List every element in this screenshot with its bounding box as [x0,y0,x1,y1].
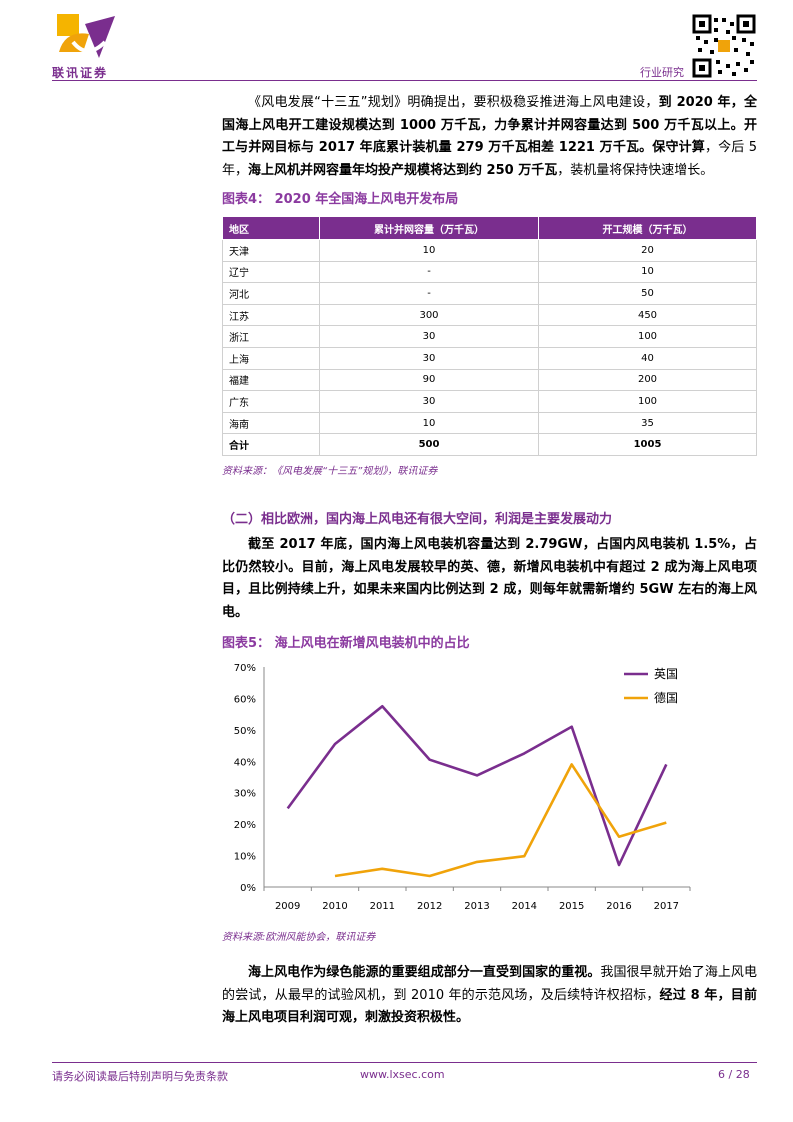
intro-paragraph: 《风电发展“十三五”规划》明确提出，要积极稳妥推进海上风电建设，到 2020 年… [222,92,757,182]
col-header-region: 地区 [222,216,320,240]
x-tick-label: 2009 [275,901,300,912]
table-row: 浙江 30 100 [222,325,757,348]
footer-website[interactable]: www.lxsec.com [360,1068,445,1081]
y-tick-label: 0% [240,883,256,894]
figure4-title: 图表4： 2020 年全国海上风电开发布局 [222,192,459,207]
cell-construction-scale: 40 [538,346,757,370]
y-tick-label: 50% [234,726,256,737]
x-tick-label: 2015 [559,901,584,912]
line-chart-svg: 0% 10% 20% 30% 40% 50% 60% 70% 2009 2010 2011 2012 2… [234,663,691,912]
cell-construction-scale: 10 [538,260,757,284]
intro-text-2: ，今后 5 年， [222,140,757,178]
cell-region: 江苏 [222,303,320,327]
cell-region: 广东 [222,390,320,413]
cell-total-grid-capacity: 500 [319,433,539,456]
table-row: 上海 30 40 [222,346,757,370]
cell-construction-scale: 35 [538,411,757,435]
closing-paragraph: 海上风电作为绿色能源的重要组成部分一直受到国家的重视。我国很早就开始了海上风电的… [222,962,757,1030]
intro-bold-1: 到 2020 年，全国海上风电开工建设规模达到 1000 万千瓦，力争累计并网容… [222,95,757,155]
x-tick-label: 2014 [512,901,537,912]
x-tick-label: 2011 [370,901,395,912]
table-row: 天津 10 20 [222,239,757,262]
company-logo [55,12,123,62]
y-tick-label: 30% [234,789,256,800]
table-header-row: 地区 累计并网容量（万千瓦） 开工规模（万千瓦） [222,216,757,240]
table-row: 辽宁 -10 [222,260,757,284]
cell-region: 天津 [222,239,320,262]
header-divider [52,80,757,81]
table-row: 河北 -50 [222,282,757,305]
cell-grid-capacity: 30 [319,346,539,370]
table-row: 福建 90 200 [222,368,757,392]
cell-construction-scale: 100 [538,325,757,348]
section-paragraph-text: 截至 2017 年底，国内海上风电装机容量达到 2.79GW，占国内风电装机 1… [222,537,757,620]
footer-disclaimer[interactable]: 请务必阅读最后特别声明与免责条款 [52,1070,228,1083]
cell-grid-capacity: 30 [319,325,539,348]
cell-grid-capacity: 300 [319,303,539,327]
legend-label-uk: 英国 [654,667,678,681]
figure4-table-wrap: 地区 累计并网容量（万千瓦） 开工规模（万千瓦） 天津 10 20 辽宁 -10 河北… [222,216,757,456]
cell-region: 福建 [222,368,320,392]
figure5-source: 资料来源:欧洲风能协会，联讯证券 [222,932,376,943]
col-header-grid-capacity: 累计并网容量（万千瓦） [319,216,539,240]
cell-region: 上海 [222,346,320,370]
table-row: 海南 10 35 [222,411,757,435]
section-heading: （二）相比欧洲，国内海上风电还有很大空间，利润是主要发展动力 [222,512,613,527]
report-category: 行业研究 [640,66,684,79]
intro-text-1: 《风电发展“十三五”规划》明确提出，要积极稳妥推进海上风电建设， [248,95,659,110]
x-tick-label: 2017 [654,901,679,912]
cell-construction-scale: 50 [538,282,757,305]
footer-divider [52,1062,757,1063]
closing-text-1: 我国很早就开始了海上风电的尝试，从最早的试验风机，到 2010 年的示范风场，及… [222,965,757,1003]
cell-region: 辽宁 [222,260,320,284]
cell-grid-capacity: - [319,260,539,284]
figure4-source: 资料来源：《风电发展“十三五”规划》，联讯证券 [222,466,438,477]
intro-text-3: ，装机量将保持快速增长。 [557,162,714,178]
layout-table: 地区 累计并网容量（万千瓦） 开工规模（万千瓦） 天津 10 20 辽宁 -10 河北… [222,216,757,456]
y-tick-label: 20% [234,820,256,831]
y-tick-label: 60% [234,694,256,705]
y-tick-label: 40% [234,757,256,768]
cell-grid-capacity: 30 [319,390,539,413]
cell-construction-scale: 450 [538,303,757,327]
x-tick-label: 2012 [417,901,442,912]
figure5-title: 图表5： 海上风电在新增风电装机中的占比 [222,636,470,651]
cell-grid-capacity: - [319,282,539,305]
closing-bold-2: 经过 8 年，目前海上风电项目利润可观，刺激投资积极性。 [222,987,757,1026]
col-header-construction-scale: 开工规模（万千瓦） [538,216,757,240]
cell-region: 浙江 [222,325,320,348]
section-paragraph: 截至 2017 年底，国内海上风电装机容量达到 2.79GW，占国内风电装机 1… [222,534,757,624]
cell-grid-capacity: 10 [319,411,539,435]
cell-construction-scale: 100 [538,390,757,413]
figure5-chart: 0% 10% 20% 30% 40% 50% 60% 70% 2009 2010 2011 2012 2… [222,654,757,924]
y-tick-label: 70% [234,663,256,674]
logo-text: 联讯证券 [52,66,109,80]
closing-bold-1: 海上风电作为绿色能源的重要组成部分一直受到国家的重视。 [248,965,601,980]
table-total-row: 合计 500 1005 [222,433,757,456]
x-tick-label: 2013 [464,901,489,912]
cell-total-construction-scale: 1005 [538,433,757,456]
table-row: 广东 30 100 [222,390,757,413]
footer-page-number: 6 / 28 [718,1068,750,1081]
cell-construction-scale: 20 [538,239,757,262]
legend-label-germany: 德国 [654,690,678,705]
intro-bold-2: 海上风机并网容量年均投产规模将达到约 250 万千瓦 [248,162,558,178]
y-tick-label: 10% [234,852,256,863]
x-tick-label: 2010 [322,901,347,912]
series-line-uk [286,705,668,867]
cell-total-label: 合计 [222,433,320,456]
cell-grid-capacity: 10 [319,239,539,262]
cell-grid-capacity: 90 [319,368,539,392]
cell-region: 河北 [222,282,320,305]
cell-region: 海南 [222,411,320,435]
x-tick-label: 2016 [606,901,631,912]
qr-code [692,14,756,78]
cell-construction-scale: 200 [538,368,757,392]
table-row: 江苏 300 450 [222,303,757,327]
series-line-germany [334,763,667,878]
